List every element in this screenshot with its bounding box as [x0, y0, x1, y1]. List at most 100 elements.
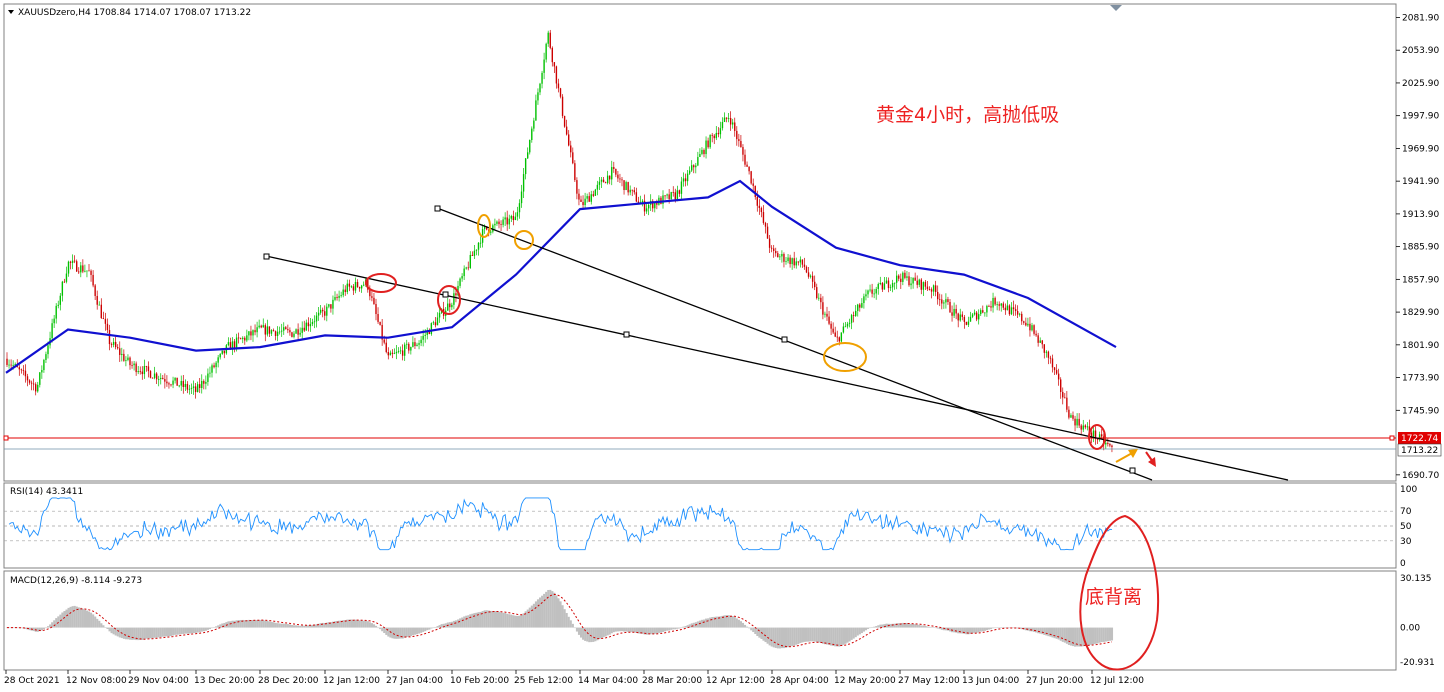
macd-bar [42, 627, 45, 630]
macd-bar [522, 613, 525, 628]
level-handle-right[interactable] [1389, 435, 1395, 441]
candle [928, 286, 931, 291]
macd-bar [110, 627, 113, 634]
trendline-lower-handle-mid[interactable] [781, 336, 788, 343]
macd-bar [549, 589, 552, 628]
candle [1043, 344, 1045, 359]
macd-bar [901, 622, 904, 628]
macd-bar [256, 619, 259, 628]
macd-bar [90, 612, 93, 628]
macd-bar [963, 627, 966, 634]
macd-bar [944, 627, 947, 631]
macd-bar [418, 627, 421, 634]
candle [367, 278, 369, 293]
candle [727, 112, 730, 123]
candle [391, 349, 394, 359]
candle [736, 126, 738, 146]
candle [721, 117, 724, 131]
macd-bar [961, 627, 964, 634]
trendline-upper[interactable] [265, 255, 1289, 481]
rsi-tick-label: 70 [1400, 507, 1412, 517]
candle [811, 271, 814, 289]
candle [527, 147, 529, 159]
macd-bar [389, 627, 392, 638]
macd-bar [368, 622, 371, 628]
candle [182, 375, 184, 394]
macd-bar [32, 627, 35, 632]
chart-shift-marker-icon[interactable] [1110, 5, 1122, 11]
trendline-upper-handle-mid[interactable] [623, 331, 630, 338]
macd-bar [38, 627, 41, 632]
macd-bar [707, 618, 710, 628]
trendline-lower[interactable] [436, 207, 1153, 481]
macd-bar [1063, 627, 1066, 643]
trendline-upper-handle-start[interactable] [263, 253, 270, 260]
macd-bar [135, 627, 138, 641]
candle [637, 196, 640, 204]
candle [1086, 422, 1089, 431]
candle [725, 117, 728, 123]
symbol-dropdown-icon[interactable] [8, 10, 14, 14]
candle [848, 318, 851, 328]
macd-bar [77, 607, 80, 628]
macd-bar [334, 621, 337, 628]
macd-bar [627, 627, 630, 632]
macd-bar [836, 627, 839, 647]
macd-bar [1047, 627, 1050, 637]
macd-bar [217, 625, 220, 628]
candle [524, 157, 527, 180]
candle [1066, 391, 1068, 413]
level-handle-left[interactable] [3, 435, 9, 441]
macd-bar [748, 627, 751, 629]
candle [61, 280, 64, 302]
trendline-lower-handle-end[interactable] [1129, 467, 1136, 474]
macd-bar [413, 627, 417, 635]
macd-bar [795, 627, 798, 645]
candle [570, 140, 572, 158]
macd-bar [1096, 627, 1099, 644]
candle [512, 210, 515, 226]
candle [625, 180, 627, 191]
macd-bar [934, 627, 937, 629]
macd-bar [293, 625, 296, 628]
macd-bar [284, 623, 287, 628]
macd-bar [520, 614, 523, 628]
candle [176, 377, 178, 386]
macd-bar [942, 627, 945, 631]
candle [504, 212, 506, 227]
macd-bar [637, 627, 640, 634]
candle [785, 257, 787, 265]
candle [553, 61, 556, 74]
macd-bar [1039, 627, 1042, 634]
macd-bar [998, 627, 1001, 629]
candle [986, 304, 988, 317]
price-tick-label: 1801.90 [1402, 341, 1439, 351]
candle [162, 375, 164, 380]
candle [260, 324, 262, 329]
candle [393, 348, 396, 355]
macd-bar [51, 622, 54, 628]
candle [63, 278, 66, 283]
time-tick-label: 14 Mar 04:00 [578, 676, 638, 686]
rsi-levels [4, 510, 1396, 542]
macd-bar [311, 624, 314, 628]
trendline-lower-handle-start[interactable] [434, 205, 441, 212]
candle [836, 330, 838, 342]
candle [37, 381, 39, 393]
trendline-upper-handle-touch[interactable] [442, 291, 449, 298]
candle [781, 250, 783, 263]
candle [334, 291, 336, 302]
macd-bar [760, 627, 763, 640]
rsi-tick-label: 30 [1400, 537, 1412, 547]
macd-bar [387, 627, 390, 637]
candle [311, 318, 314, 327]
macd-bar [949, 627, 952, 632]
macd-bar [463, 616, 466, 628]
candle [912, 277, 914, 289]
candle [572, 147, 574, 165]
candle [639, 195, 642, 203]
candle [965, 321, 968, 326]
candle [537, 88, 539, 105]
macd-bar [163, 627, 166, 637]
candle [199, 378, 201, 393]
